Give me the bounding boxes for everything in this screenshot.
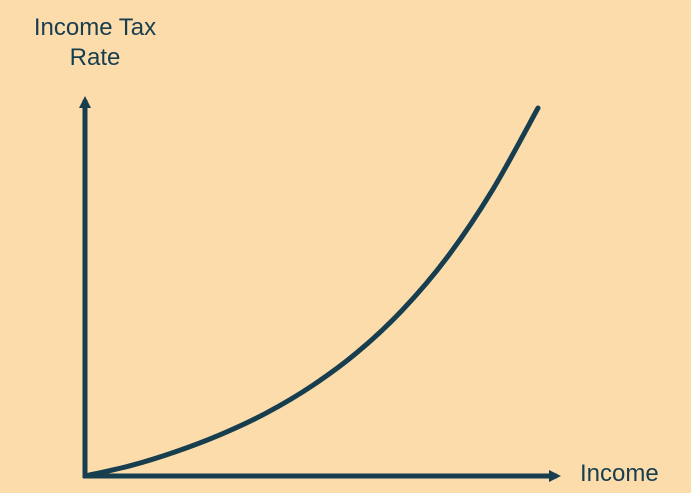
y-axis-label-line-1: Income Tax bbox=[33, 14, 157, 41]
y-axis-label: Income Tax Rate bbox=[0, 13, 190, 73]
y-axis-label-line-2: Rate bbox=[69, 44, 121, 71]
series-line bbox=[82, 105, 541, 479]
x-axis-label: Income bbox=[580, 460, 659, 487]
